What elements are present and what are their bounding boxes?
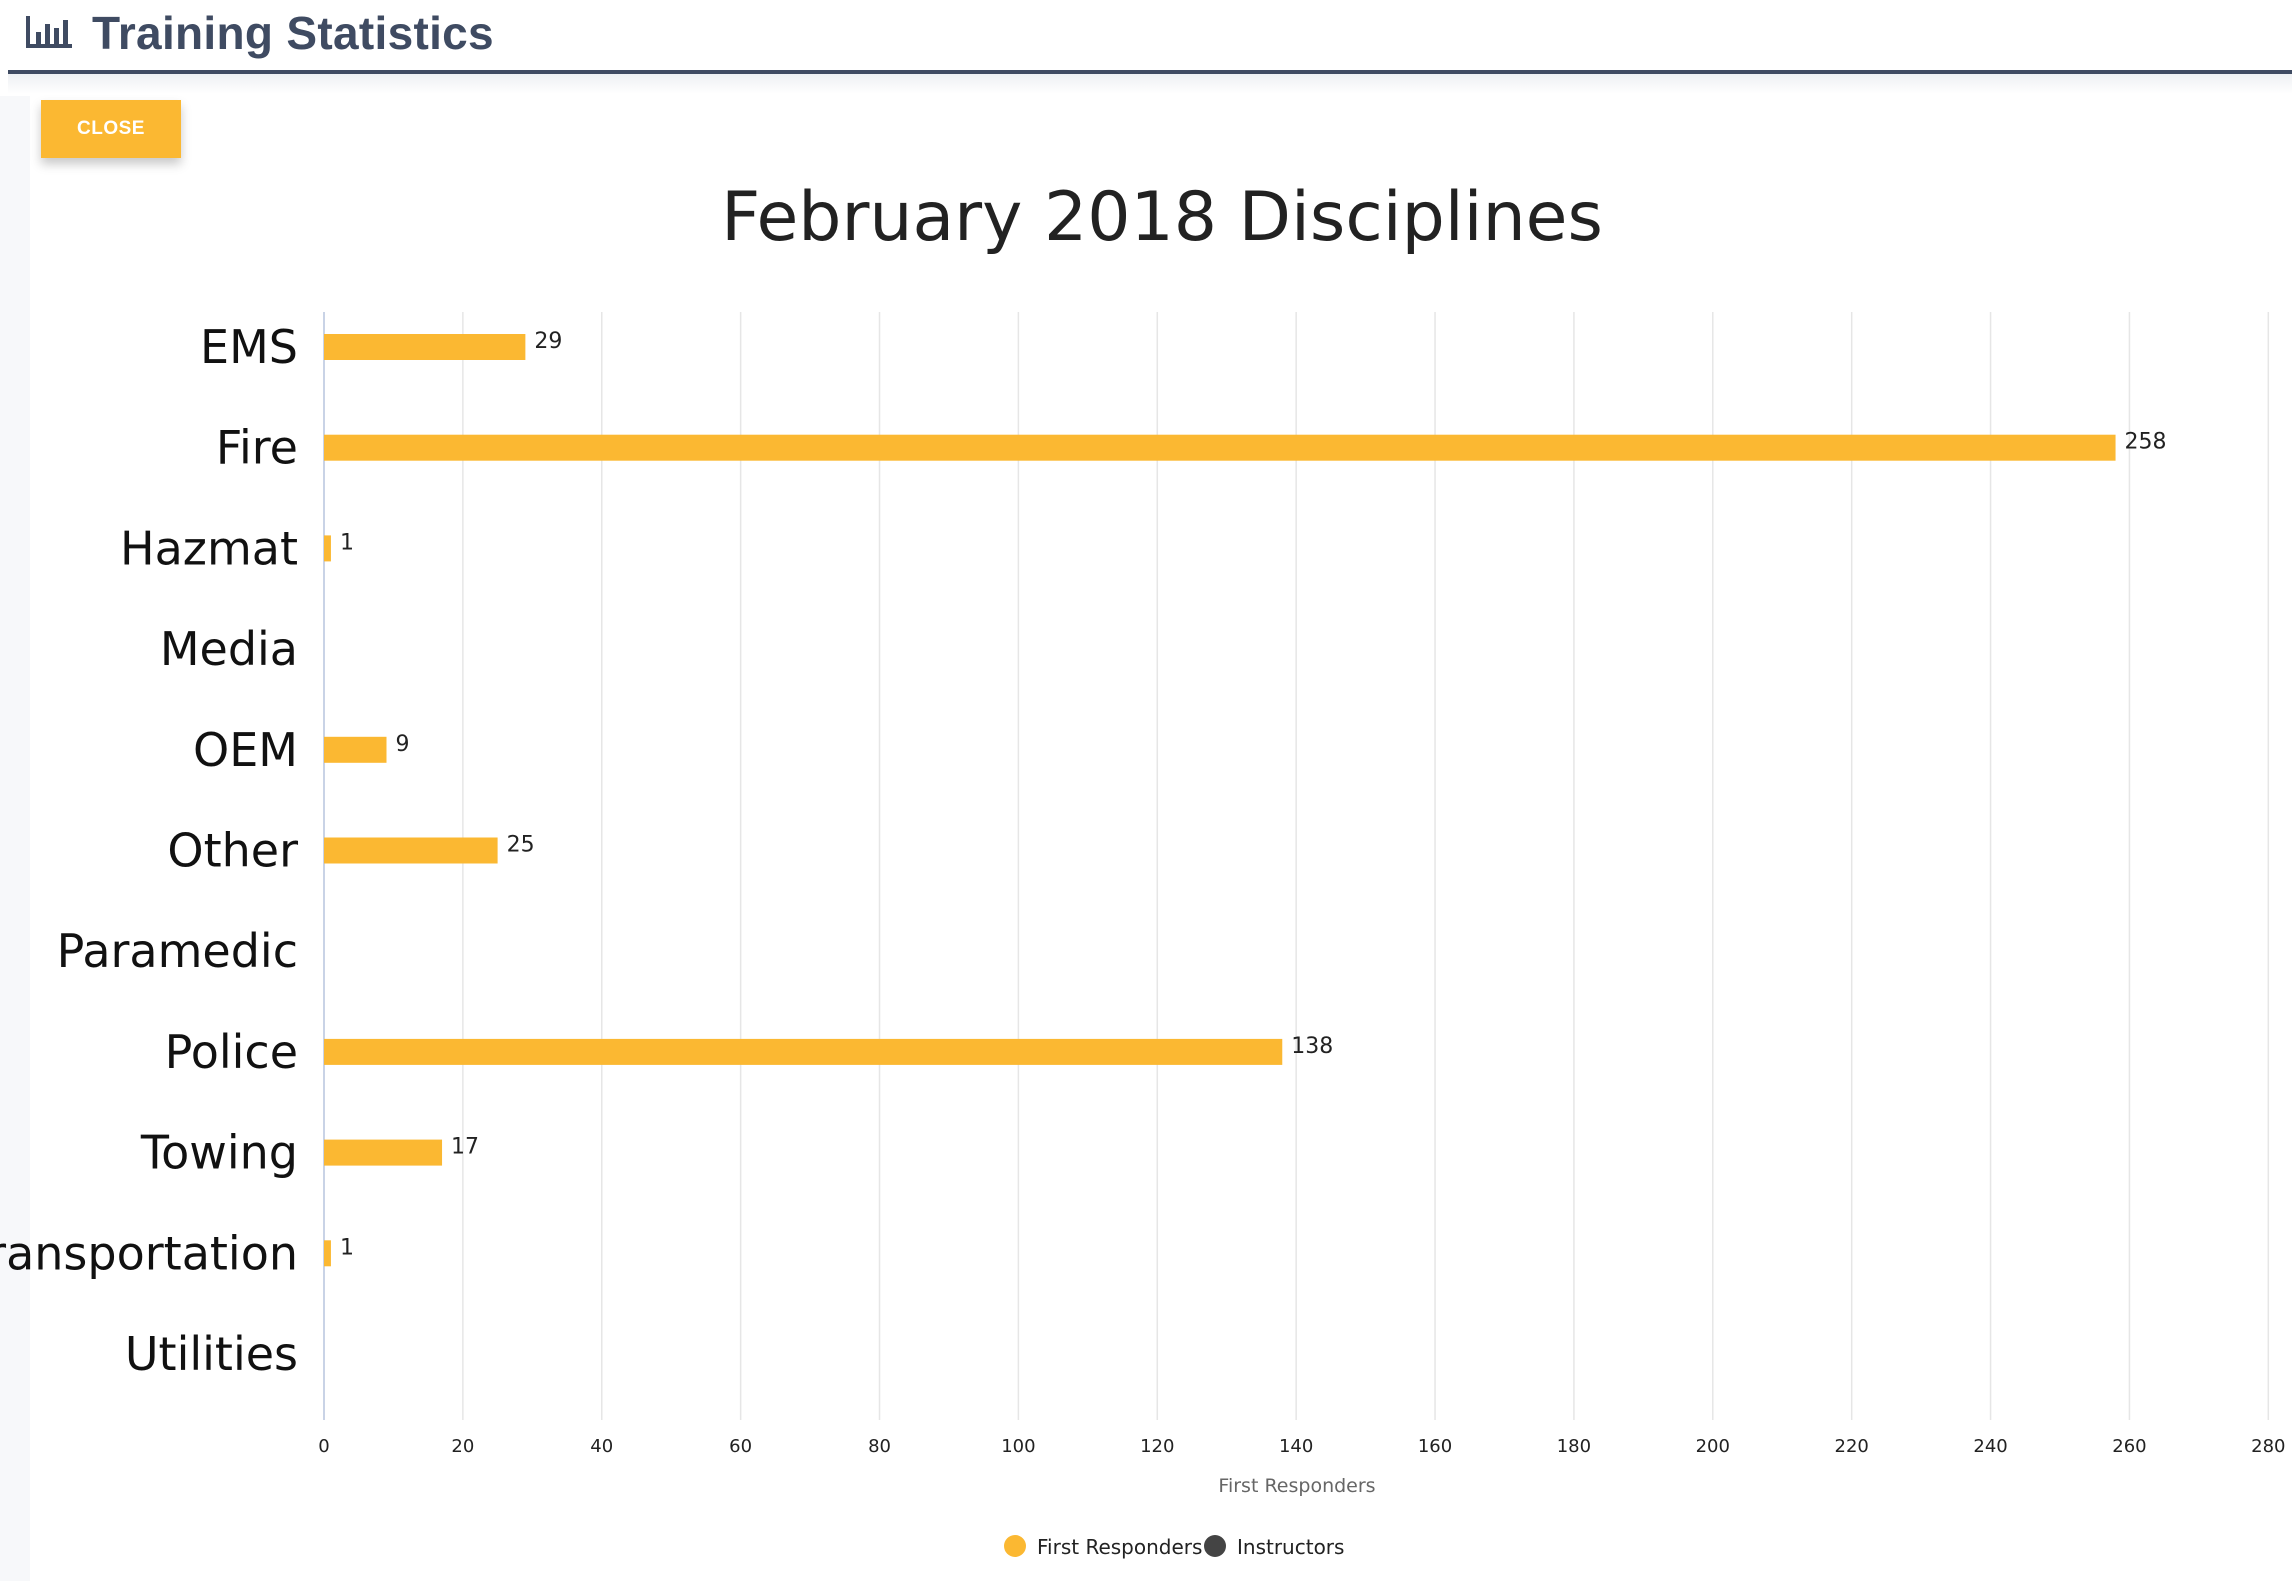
page-header: Training Statistics — [8, 0, 2292, 74]
legend-label: First Responders — [1037, 1535, 1202, 1559]
x-tick-label: 240 — [1973, 1436, 2007, 1457]
category-label: Utilities — [125, 1327, 298, 1381]
legend-item[interactable]: First Responders — [1004, 1535, 1202, 1559]
x-tick-label: 20 — [451, 1436, 474, 1457]
category-label: Police — [165, 1025, 298, 1079]
x-tick-label: 60 — [729, 1436, 752, 1457]
bar[interactable] — [324, 1139, 443, 1166]
data-label: 29 — [534, 329, 562, 354]
category-labels: EMS Fire Hazmat Media OEM Other Paramedic Polic… — [0, 320, 298, 1381]
x-tick-label: 100 — [1001, 1436, 1035, 1457]
chart-bars — [324, 334, 2116, 1267]
category-label: Fire — [216, 421, 298, 475]
category-label: Media — [160, 622, 298, 676]
category-label: Hazmat — [120, 521, 298, 575]
x-tick-label: 260 — [2112, 1436, 2146, 1457]
data-label: 258 — [2125, 430, 2167, 455]
data-label: 25 — [507, 833, 535, 858]
legend-marker — [1204, 1535, 1226, 1557]
close-button[interactable]: CLOSE — [41, 100, 181, 158]
data-labels: 29 258 1 9 25 138 17 1 — [340, 329, 2167, 1260]
bar[interactable] — [324, 1038, 1283, 1065]
background-panel — [0, 96, 30, 1581]
bar[interactable] — [324, 535, 331, 562]
category-label: OEM — [193, 723, 298, 777]
x-axis-title: First Responders — [1218, 1475, 1375, 1497]
header-divider — [8, 74, 2292, 94]
bar[interactable] — [324, 1240, 331, 1267]
bar[interactable] — [324, 434, 2116, 461]
category-label: EMS — [200, 320, 298, 374]
bar[interactable] — [324, 736, 387, 763]
x-tick-label: 0 — [318, 1436, 329, 1457]
data-label: 1 — [340, 530, 354, 555]
x-tick-label: 200 — [1696, 1436, 1730, 1457]
data-label: 1 — [340, 1235, 354, 1260]
x-tick-label: 120 — [1140, 1436, 1174, 1457]
chart-legend[interactable]: First Responders Instructors — [1004, 1535, 1344, 1559]
category-label: Paramedic — [57, 924, 298, 978]
x-tick-label: 160 — [1418, 1436, 1452, 1457]
category-label: Towing — [140, 1126, 298, 1180]
bar[interactable] — [324, 837, 498, 864]
bar[interactable] — [324, 334, 526, 360]
x-tick-label: 80 — [868, 1436, 891, 1457]
category-label: Transportation — [0, 1226, 298, 1280]
legend-label: Instructors — [1237, 1535, 1344, 1559]
x-tick-labels: 0 20 40 60 80 100 120 140 160 180 200 220 240 260 280 — [318, 1436, 2285, 1457]
data-label: 9 — [395, 732, 409, 757]
x-tick-label: 180 — [1557, 1436, 1591, 1457]
legend-item[interactable]: Instructors — [1204, 1535, 1344, 1559]
x-tick-label: 280 — [2251, 1436, 2285, 1457]
category-label: Other — [167, 824, 298, 878]
x-tick-label: 220 — [1835, 1436, 1869, 1457]
legend-marker — [1004, 1535, 1026, 1557]
chart-title: February 2018 Disciplines — [721, 178, 1603, 257]
bar-chart-icon — [26, 14, 72, 55]
data-label: 138 — [1291, 1034, 1333, 1059]
chart-grid — [323, 312, 2270, 1420]
page-title: Training Statistics — [92, 7, 494, 59]
x-tick-label: 140 — [1279, 1436, 1313, 1457]
data-label: 17 — [451, 1135, 479, 1160]
x-tick-label: 40 — [590, 1436, 613, 1457]
